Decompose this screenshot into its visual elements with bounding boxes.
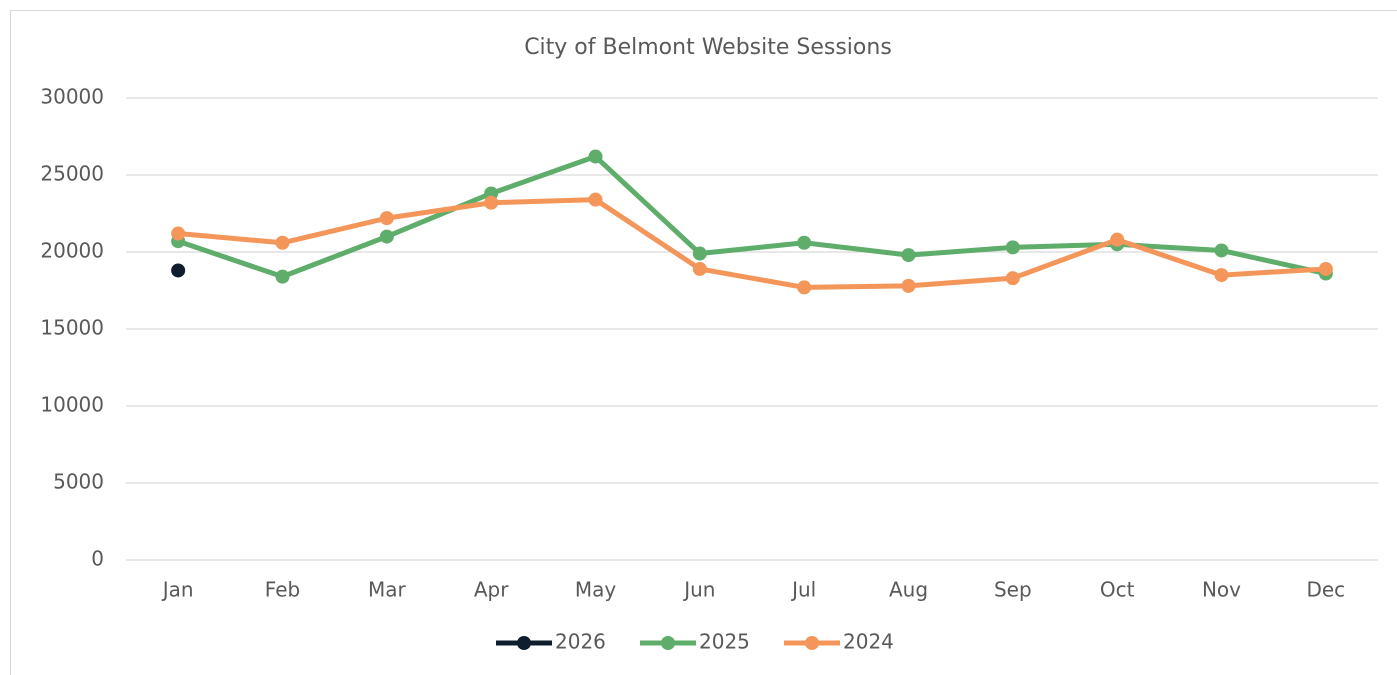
data-point	[171, 263, 186, 278]
data-point	[1005, 240, 1020, 255]
chart-frame	[10, 10, 1397, 675]
data-point	[379, 211, 394, 226]
data-point	[692, 246, 707, 261]
data-point	[901, 248, 916, 263]
data-point	[275, 235, 290, 250]
data-point	[692, 261, 707, 276]
x-tick-label: Nov	[1202, 578, 1241, 602]
legend-label: 2024	[843, 630, 894, 654]
x-tick-label: Jan	[161, 578, 194, 602]
data-point	[901, 278, 916, 293]
data-point	[379, 229, 394, 244]
data-point	[588, 149, 603, 164]
data-point	[797, 235, 812, 250]
chart-title: City of Belmont Website Sessions	[524, 35, 892, 60]
x-tick-label: Aug	[889, 578, 928, 602]
x-tick-label: Feb	[265, 578, 300, 602]
data-point	[797, 280, 812, 295]
legend-marker	[661, 636, 675, 650]
y-tick-label: 10000	[40, 393, 104, 417]
y-tick-label: 5000	[53, 470, 104, 494]
data-point	[1214, 268, 1229, 283]
x-tick-label: Dec	[1306, 578, 1345, 602]
x-tick-label: May	[575, 578, 617, 602]
series-line	[177, 197, 1326, 290]
data-point	[588, 192, 603, 207]
y-tick-label: 30000	[40, 85, 104, 109]
x-tick-label: Jun	[682, 578, 715, 602]
legend-marker	[517, 636, 531, 650]
data-point	[171, 226, 186, 241]
x-tick-label: Oct	[1100, 578, 1135, 602]
legend-marker	[805, 636, 819, 650]
data-point	[1005, 271, 1020, 286]
data-point	[275, 269, 290, 284]
data-point	[484, 195, 499, 210]
y-tick-label: 15000	[40, 316, 104, 340]
x-tick-label: Mar	[368, 578, 407, 602]
x-tick-label: Apr	[474, 578, 509, 602]
legend-label: 2025	[699, 630, 750, 654]
x-tick-label: Jul	[790, 578, 816, 602]
data-point	[1110, 232, 1125, 247]
data-point	[1318, 261, 1333, 276]
y-tick-label: 25000	[40, 162, 104, 186]
x-tick-label: Sep	[994, 578, 1032, 602]
y-tick-label: 20000	[40, 239, 104, 263]
legend-label: 2026	[555, 630, 606, 654]
data-point	[1214, 243, 1229, 258]
y-tick-label: 0	[91, 547, 104, 571]
